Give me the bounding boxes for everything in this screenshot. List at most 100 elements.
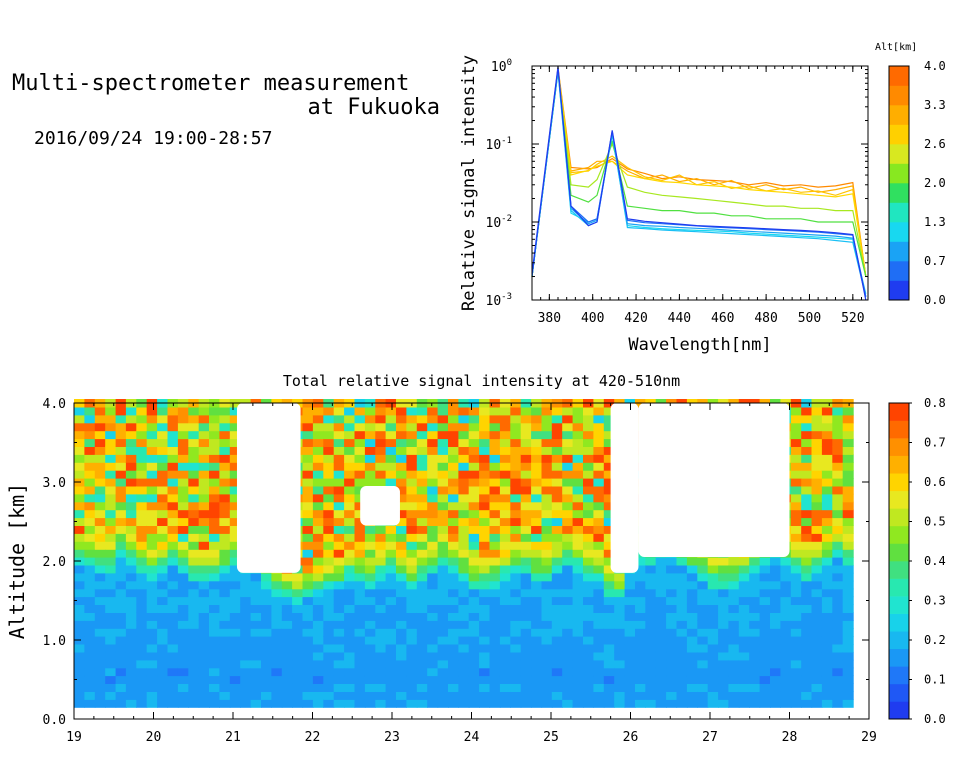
heatmap-cell — [801, 604, 813, 613]
heatmap-cell — [551, 414, 563, 424]
heatmap-cell — [520, 485, 532, 495]
heatmap-cell — [281, 699, 293, 708]
heatmap-cell — [344, 422, 356, 432]
heatmap-cell — [125, 699, 137, 708]
heatmap-cell — [105, 533, 117, 542]
heatmap-cell — [842, 636, 854, 645]
heatmap-cell — [344, 406, 356, 416]
heatmap-cell — [842, 438, 854, 447]
heatmap-cell — [427, 572, 439, 582]
heatmap-cell — [624, 588, 636, 598]
heatmap-cell — [790, 588, 802, 598]
heatmap-cell — [115, 683, 127, 692]
heatmap-cell — [74, 493, 85, 503]
heatmap-cell — [406, 675, 418, 684]
heatmap-cell — [323, 683, 335, 692]
heatmap-cell — [84, 406, 96, 416]
heatmap-cell — [842, 454, 854, 463]
heatmap-cell — [416, 659, 428, 669]
heatmap-cell — [510, 557, 522, 566]
heatmap-cell — [177, 501, 189, 511]
heatmap-cell — [188, 525, 200, 534]
heatmap-cell — [157, 644, 169, 653]
heatmap-cell — [593, 509, 605, 519]
heatmap-cell — [458, 446, 470, 455]
heatmap-cell — [427, 691, 439, 700]
heatmap-cell — [593, 683, 605, 692]
heatmap-cell — [125, 501, 137, 511]
heatmap-cell — [177, 446, 189, 455]
heatmap-cell — [261, 659, 272, 669]
heatmap-cell — [209, 659, 220, 669]
heatmap-cell — [759, 675, 771, 684]
heatmap-cell — [136, 525, 148, 534]
heatmap-cell — [125, 628, 137, 637]
heatmap-cell — [489, 651, 501, 661]
heatmap-cell — [832, 454, 844, 463]
heatmap-cell — [531, 438, 543, 447]
heatmap-cell — [541, 509, 553, 519]
heatmap-cell — [770, 699, 781, 708]
heatmap-cell — [531, 564, 543, 574]
heatmap-cell — [583, 699, 594, 708]
heatmap-cell — [562, 541, 574, 550]
heatmap-cell — [364, 620, 376, 629]
heatmap-cell — [271, 675, 283, 684]
heatmap-x-tick-label: 19 — [66, 730, 82, 745]
heatmap-cell — [209, 438, 220, 447]
heatmap-cell — [333, 683, 345, 692]
heatmap-cell — [167, 557, 179, 566]
spectrum-chart: 380 400 420 440 460 480 500 52010-310-210-1100W… — [459, 42, 946, 355]
heatmap-cell — [468, 588, 480, 598]
heatmap-cell — [624, 628, 636, 637]
heatmap-cell — [489, 485, 501, 495]
heatmap-cell — [499, 422, 511, 432]
heatmap-cell — [448, 675, 459, 684]
heatmap-cell — [603, 572, 615, 582]
heatmap-cell — [198, 667, 210, 677]
heatmap-cell — [520, 406, 532, 416]
heatmap-cell — [790, 501, 802, 511]
heatmap-cell — [832, 493, 844, 503]
heatmap-cell — [531, 462, 543, 471]
heatmap-cell — [188, 667, 200, 677]
heatmap-cell — [572, 438, 584, 447]
heatmap-colorbar-tick-label: 0.1 — [924, 673, 946, 687]
heatmap-cell — [375, 406, 387, 416]
heatmap-cell — [510, 493, 522, 503]
heatmap-cell — [105, 406, 117, 416]
heatmap-cell — [136, 667, 148, 677]
heatmap-cell — [396, 422, 407, 432]
heatmap-cell — [406, 588, 418, 598]
heatmap-cell — [94, 691, 106, 700]
heatmap-cell — [94, 454, 106, 463]
spectrum-plot-frame — [531, 65, 869, 301]
heatmap-cell — [167, 572, 179, 582]
heatmap-cell — [105, 596, 117, 605]
heatmap-cell — [489, 446, 501, 455]
spectrum-legend-swatch — [889, 241, 909, 262]
heatmap-cell — [770, 659, 781, 669]
heatmap-cell — [427, 604, 439, 613]
heatmap-cell — [759, 596, 771, 605]
heatmap-y-tick-label: 3.0 — [43, 476, 66, 491]
heatmap-cell — [666, 644, 678, 653]
heatmap-cell — [219, 699, 231, 708]
heatmap-cell — [770, 644, 781, 653]
heatmap-cell — [468, 628, 480, 637]
heatmap-cell — [157, 549, 169, 558]
heatmap-cell — [603, 541, 615, 550]
heatmap-cell — [499, 470, 511, 479]
heatmap-cell — [468, 462, 480, 471]
heatmap-cell — [312, 620, 324, 629]
heatmap-cell — [416, 541, 428, 550]
heatmap-cell — [344, 683, 356, 692]
spectrum-series-line — [531, 68, 867, 277]
heatmap-cell — [344, 470, 356, 479]
heatmap-cell — [551, 517, 563, 526]
heatmap-cell — [427, 454, 439, 463]
heatmap-cell — [385, 659, 397, 669]
heatmap-cell — [645, 572, 657, 582]
heatmap-cell — [406, 541, 418, 550]
heatmap-cell — [541, 667, 553, 677]
